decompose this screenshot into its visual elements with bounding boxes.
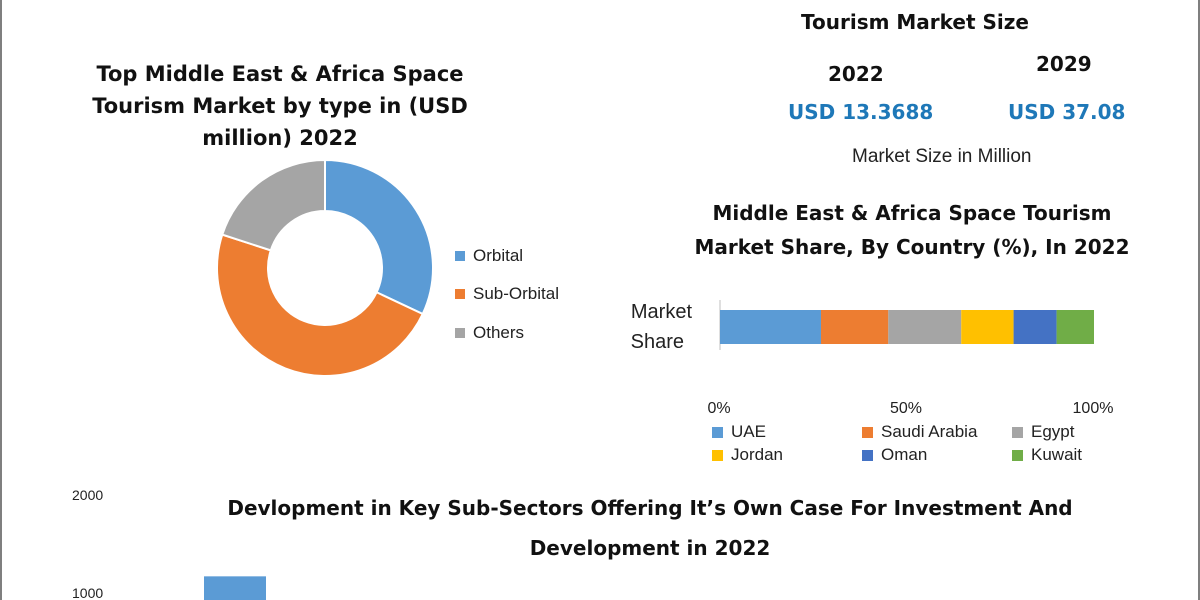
legend-label: Jordan — [731, 445, 783, 464]
y-tick-label: 1000 — [72, 585, 103, 600]
year-2022-label: 2022 — [828, 62, 884, 86]
donut-legend-item-others: Others — [455, 323, 524, 343]
bar-legend-item-saudi-arabia: Saudi Arabia — [862, 422, 977, 442]
bar-segment-oman — [1013, 310, 1057, 344]
legend-swatch — [455, 289, 465, 299]
bar-legend-item-egypt: Egypt — [1012, 422, 1074, 442]
legend-swatch — [1012, 449, 1023, 461]
bar-legend-item-jordan: Jordan — [712, 445, 783, 465]
legend-label: Saudi Arabia — [881, 422, 978, 441]
value-2022: USD 13.3688 — [788, 100, 934, 124]
legend-label: Oman — [881, 445, 928, 464]
bar-segment-saudi-arabia — [820, 310, 889, 344]
legend-label: Orbital — [473, 246, 524, 265]
donut-legend-item-orbital: Orbital — [455, 246, 523, 266]
x-tick-label: 100% — [1073, 400, 1114, 417]
category-label-line-2: Share — [631, 331, 684, 353]
legend-label: Kuwait — [1031, 445, 1083, 464]
x-tick-label: 50% — [890, 400, 922, 417]
legend-label: Others — [473, 323, 525, 342]
year-2029-label: 2029 — [1036, 52, 1092, 76]
category-label-line-1: Market — [631, 301, 693, 323]
bar-segment-jordan — [961, 310, 1014, 344]
donut-slice-others — [221, 158, 326, 252]
value-2029: USD 37.08 — [1008, 100, 1126, 124]
bar-segment-egypt — [888, 310, 962, 344]
legend-swatch — [455, 328, 465, 338]
bar-segment-kuwait — [1056, 310, 1094, 344]
development-bar — [204, 576, 266, 600]
market-size-title: Tourism Market Size — [801, 10, 1029, 34]
legend-swatch — [862, 449, 873, 461]
x-tick-label: 0% — [707, 400, 730, 417]
legend-swatch — [1012, 426, 1023, 438]
legend-label: UAE — [731, 422, 766, 441]
legend-label: Egypt — [1031, 422, 1075, 441]
bar-legend-item-uae: UAE — [712, 422, 766, 442]
legend-swatch — [455, 251, 465, 261]
legend-swatch — [712, 449, 723, 461]
legend-swatch — [712, 426, 723, 438]
donut-slice-sub-orbital — [216, 233, 425, 377]
bar-segment-uae — [720, 310, 821, 344]
market-share-chart-title: Middle East & Africa Space Tourism Marke… — [694, 201, 1130, 259]
donut-slice-orbital — [324, 158, 434, 316]
donut-chart-title: Top Middle East & Africa Space Tourism M… — [92, 62, 468, 150]
development-chart-title: Devlopment in Key Sub-Sectors Offering I… — [227, 496, 1073, 560]
bar-legend-item-oman: Oman — [862, 445, 927, 465]
legend-swatch — [862, 426, 873, 438]
legend-label: Sub-Orbital — [473, 284, 559, 303]
donut-legend-item-sub-orbital: Sub-Orbital — [455, 284, 559, 304]
y-tick-label: 2000 — [72, 487, 103, 503]
market-size-unit: Market Size in Million — [852, 146, 1032, 167]
bar-legend-item-kuwait: Kuwait — [1012, 445, 1082, 465]
